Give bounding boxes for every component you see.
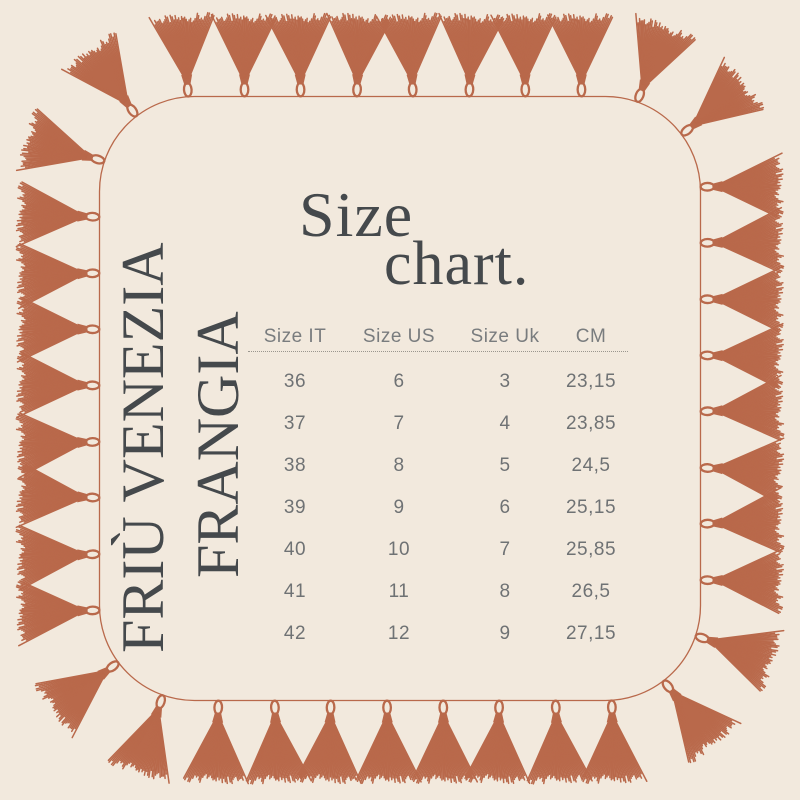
table-cell: 41 bbox=[283, 581, 307, 602]
table-cell: 26,5 bbox=[571, 581, 611, 602]
table-cell: 37 bbox=[283, 413, 307, 434]
table-row: 42 12 9 27,15 bbox=[248, 613, 628, 655]
size-table-header-row: Size IT Size US Size Uk CM bbox=[248, 325, 628, 349]
table-cell: 10 bbox=[387, 539, 411, 560]
table-cell: 25,85 bbox=[565, 539, 617, 560]
table-cell: 3 bbox=[499, 371, 511, 392]
table-cell: 5 bbox=[499, 455, 511, 476]
table-cell: 7 bbox=[499, 539, 511, 560]
column-header-size-us: Size US bbox=[362, 326, 436, 347]
table-cell: 39 bbox=[283, 497, 307, 518]
table-cell: 7 bbox=[393, 413, 405, 434]
table-row: 41 11 8 26,5 bbox=[248, 571, 628, 613]
brand-name-vertical-text: FRIÙ VENEZIA bbox=[110, 242, 176, 653]
table-cell: 23,15 bbox=[565, 371, 617, 392]
table-cell: 24,5 bbox=[571, 455, 611, 476]
table-cell: 6 bbox=[499, 497, 511, 518]
table-cell: 23,85 bbox=[565, 413, 617, 434]
table-row: 36 6 3 23,15 bbox=[248, 361, 628, 403]
header-divider-dotted-rule bbox=[248, 351, 628, 352]
table-row: 39 9 6 25,15 bbox=[248, 487, 628, 529]
column-header-size-it: Size IT bbox=[263, 326, 327, 347]
table-cell: 40 bbox=[283, 539, 307, 560]
table-cell: 42 bbox=[283, 623, 307, 644]
table-cell: 12 bbox=[387, 623, 411, 644]
table-cell: 36 bbox=[283, 371, 307, 392]
table-cell: 9 bbox=[393, 497, 405, 518]
table-cell: 11 bbox=[388, 581, 410, 602]
table-cell: 8 bbox=[499, 581, 511, 602]
table-cell: 38 bbox=[283, 455, 307, 476]
brand-collection-vertical-text: FRANGIA bbox=[185, 311, 251, 578]
table-cell: 8 bbox=[393, 455, 405, 476]
table-row: 40 10 7 25,85 bbox=[248, 529, 628, 571]
column-header-cm: CM bbox=[575, 326, 607, 347]
size-table-body: 36 6 3 23,15 37 7 4 23,85 38 8 5 24,5 39 9 6 25,15 40 10 7… bbox=[248, 352, 628, 655]
page-title-word-size: Size bbox=[299, 179, 414, 250]
table-cell: 9 bbox=[499, 623, 511, 644]
table-cell: 25,15 bbox=[565, 497, 617, 518]
size-table: Size IT Size US Size Uk CM 36 6 3 23,15 37 7 4… bbox=[248, 325, 628, 655]
page-title-word-chart: chart. bbox=[384, 230, 530, 298]
table-cell: 27,15 bbox=[565, 623, 617, 644]
table-row: 38 8 5 24,5 bbox=[248, 445, 628, 487]
column-header-size-uk: Size Uk bbox=[470, 326, 540, 347]
table-row: 37 7 4 23,85 bbox=[248, 403, 628, 445]
table-cell: 6 bbox=[393, 371, 405, 392]
table-cell: 4 bbox=[499, 413, 511, 434]
